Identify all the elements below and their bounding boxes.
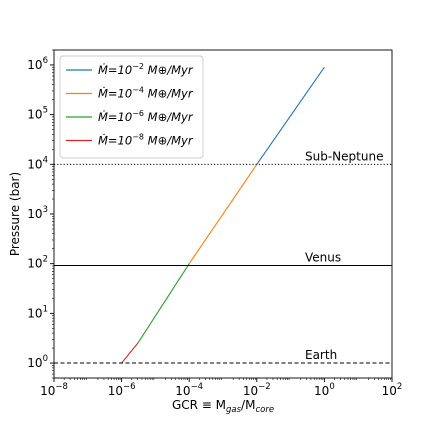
y-tick-label: 101	[27, 304, 48, 320]
legend-label-4: Ṁ=10−8 M⊕/Myr	[98, 133, 194, 148]
legend: Ṁ=10−2 M⊕/Myr Ṁ=10−4 M⊕/Myr Ṁ=10−6 M⊕/Myr Ṁ…	[59, 55, 204, 159]
y-axis-label: Pressure (bar)	[8, 172, 22, 256]
x-tick-label: 102	[382, 382, 403, 398]
series-line-2	[188, 164, 258, 264]
x-axis-label: GCR ≡ Mgas/Mcore	[172, 398, 274, 415]
series-line-3	[137, 263, 190, 344]
legend-label-2: Ṁ=10−4 M⊕/Myr	[98, 86, 194, 101]
y-tick-label: 106	[27, 56, 48, 72]
ref-label-earth: Earth	[305, 348, 337, 362]
y-tick-label: 105	[27, 106, 48, 122]
x-tick-label: 10−6	[108, 382, 136, 398]
series-layer	[121, 66, 325, 364]
ref-label-sub-neptune: Sub-Neptune	[305, 149, 383, 163]
x-axis-ticks: 10−8 10−6 10−4 10−2 100 102	[40, 378, 402, 398]
legend-label-1: Ṁ=10−2 M⊕/Myr	[98, 62, 194, 77]
x-tick-label: 10−8	[40, 382, 68, 398]
reference-lines: Sub-Neptune Venus Earth	[54, 149, 392, 364]
x-tick-label: 10−4	[175, 382, 203, 398]
legend-label-3: Ṁ=10−6 M⊕/Myr	[98, 109, 194, 124]
y-tick-label: 100	[27, 354, 48, 370]
x-tick-label: 100	[314, 382, 335, 398]
series-line-4	[121, 342, 139, 364]
ref-label-venus: Venus	[305, 250, 341, 264]
series-line-1	[256, 66, 325, 165]
legend-box	[59, 55, 204, 159]
y-axis-ticks: 100 101 102 103 104 105 106	[27, 49, 54, 379]
y-tick-label: 102	[27, 255, 48, 271]
y-tick-label: 103	[27, 205, 48, 221]
y-tick-label: 104	[27, 155, 48, 171]
x-tick-label: 10−2	[243, 382, 271, 398]
